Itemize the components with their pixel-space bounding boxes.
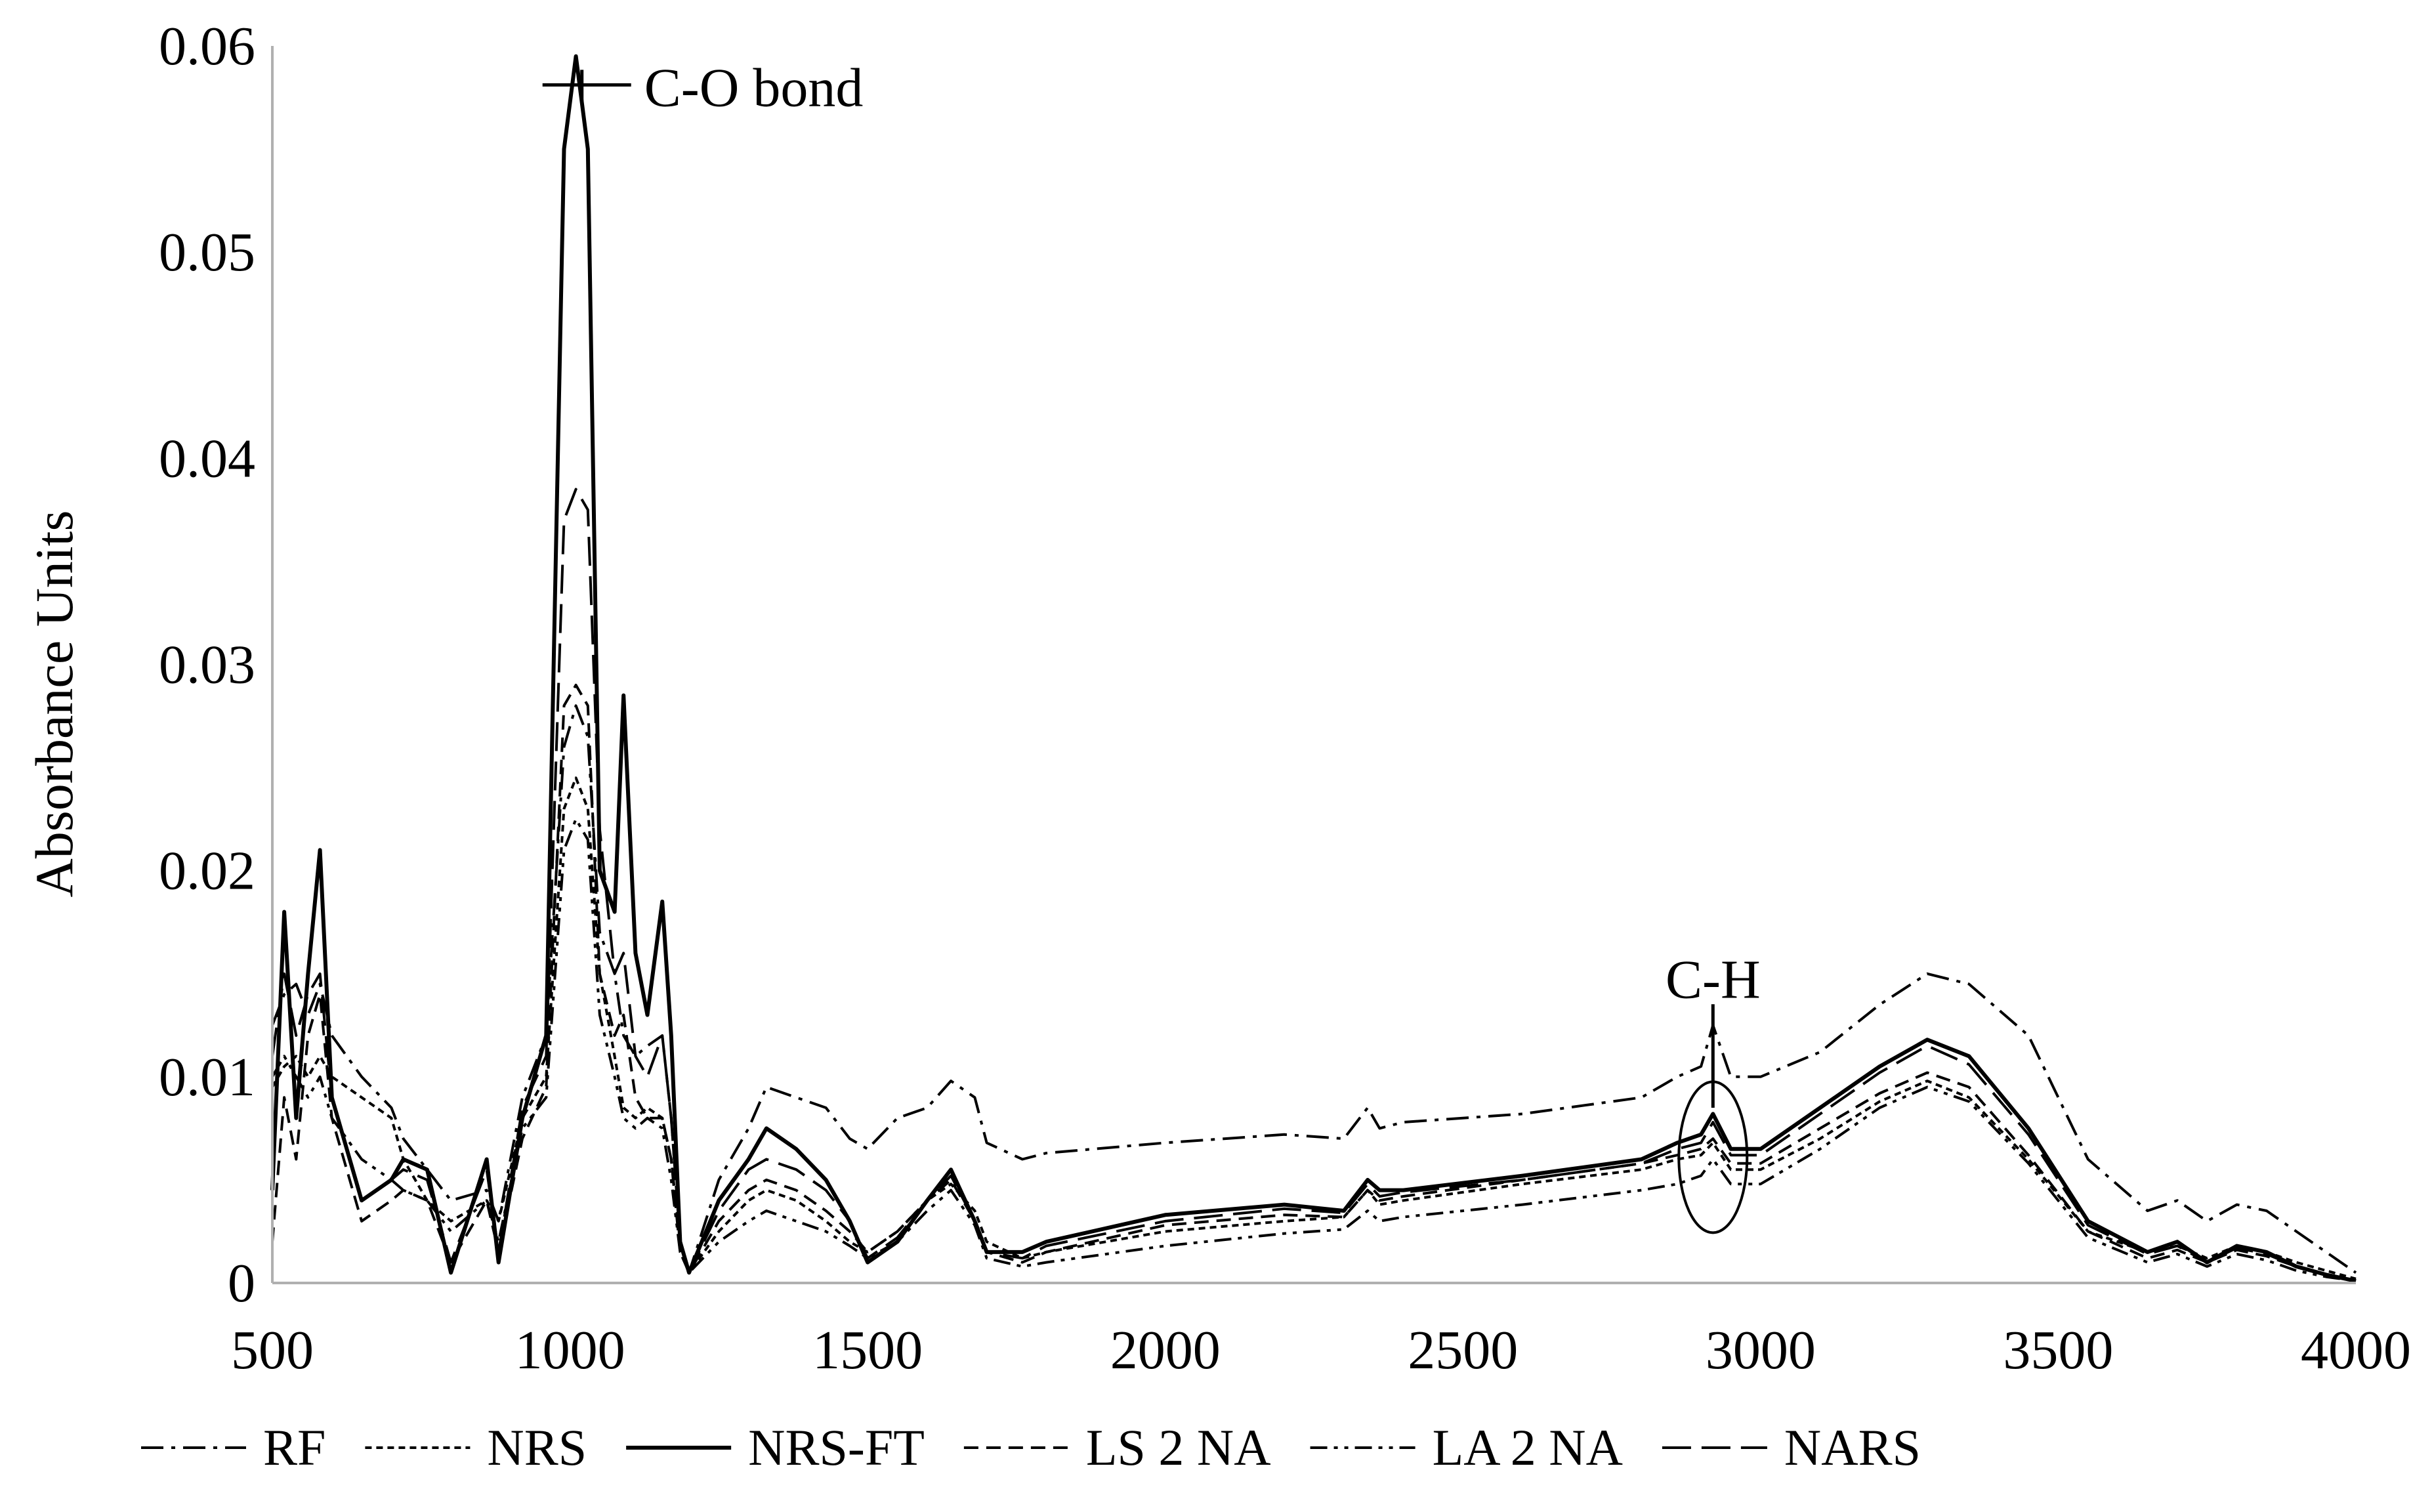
- c-h-ellipse: [1677, 1080, 1749, 1234]
- annotations: C-O bond C-H: [542, 57, 1761, 1234]
- x-tick-labels: 500 1000 1500 2000 2500 3000 3500 4000: [231, 1320, 2411, 1381]
- y-tick-labels: 0 0.01 0.02 0.03 0.04 0.05 0.06: [159, 16, 255, 1314]
- y-tick-label: 0: [228, 1253, 255, 1314]
- x-tick-label: 4000: [2301, 1320, 2411, 1381]
- x-tick-label: 3500: [2003, 1320, 2113, 1381]
- series-layer: [270, 54, 2357, 1283]
- legend-label: LA 2 NA: [1433, 1419, 1623, 1476]
- y-tick-label: 0.05: [159, 222, 255, 283]
- annotation-c-o-bond: C-O bond: [644, 57, 864, 118]
- legend-label: NRS: [487, 1419, 587, 1476]
- x-tick-label: 3000: [1706, 1320, 1816, 1381]
- y-tick-label: 0.04: [159, 428, 255, 489]
- series-line: [271, 818, 2357, 1282]
- series-line: [271, 704, 2357, 1274]
- y-tick-label: 0.02: [159, 841, 255, 902]
- series-line: [271, 776, 2357, 1280]
- legend-label: LS 2 NA: [1086, 1419, 1271, 1476]
- x-tick-label: 2500: [1408, 1320, 1518, 1381]
- legend-label: NARS: [1784, 1419, 1921, 1476]
- x-tick-label: 500: [231, 1320, 314, 1381]
- series-line: [271, 488, 2357, 1282]
- x-tick-label: 2000: [1110, 1320, 1221, 1381]
- y-axis-label: Absorbance Units: [24, 511, 84, 898]
- legend-label: RF: [263, 1419, 325, 1476]
- y-tick-label: 0.03: [159, 635, 255, 696]
- y-tick-label: 0.01: [159, 1047, 255, 1108]
- x-tick-label: 1500: [812, 1320, 923, 1381]
- y-tick-label: 0.06: [159, 16, 255, 77]
- legend: RF NRS NRS-FT LS 2 NA LA 2 NA NARS: [141, 1419, 1921, 1476]
- x-tick-label: 1000: [515, 1320, 625, 1381]
- legend-label: NRS-FT: [748, 1419, 925, 1476]
- annotation-c-h: C-H: [1666, 949, 1761, 1010]
- series-line: [271, 683, 2357, 1282]
- series-line: [270, 54, 2357, 1283]
